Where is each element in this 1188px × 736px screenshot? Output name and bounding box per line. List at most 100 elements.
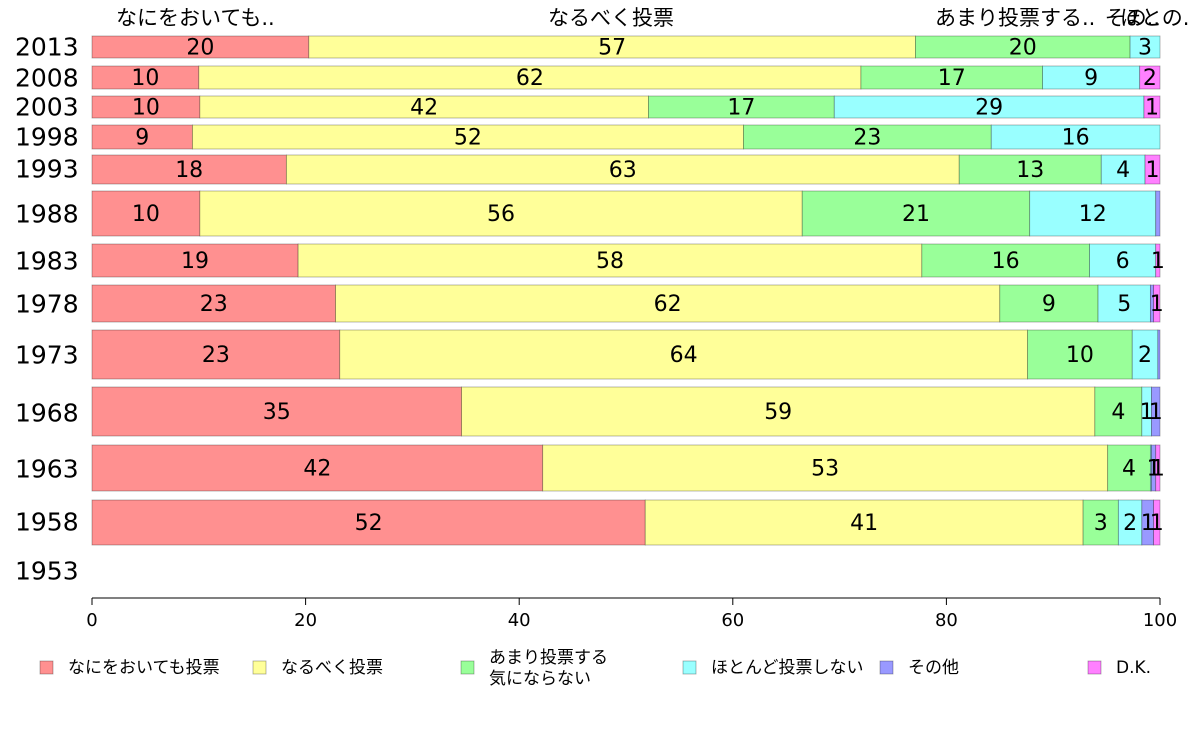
data-label-1968-series-2: 4 xyxy=(1111,400,1125,425)
legend-label-5: D.K. xyxy=(1116,658,1151,678)
data-label-1983-series-5: 1 xyxy=(1151,249,1165,274)
data-label-1978-series-3: 5 xyxy=(1117,292,1131,317)
data-label-1988-series-0: 10 xyxy=(132,202,160,227)
data-label-1993-series-2: 13 xyxy=(1016,158,1044,183)
year-label-1993: 1993 xyxy=(15,155,79,184)
bar-1998-series-3 xyxy=(990,124,1161,150)
data-label-2008-series-0: 10 xyxy=(131,66,159,91)
bar-1978-series-2 xyxy=(999,284,1099,323)
data-label-2003-series-2: 17 xyxy=(727,96,755,121)
bar-1968-series-4 xyxy=(1151,386,1161,437)
data-label-1993-series-3: 4 xyxy=(1116,158,1130,183)
bar-1983-series-2 xyxy=(921,243,1090,278)
bar-1958-series-2 xyxy=(1082,499,1119,546)
data-label-1968-series-1: 59 xyxy=(764,400,792,425)
bar-1998-series-2 xyxy=(743,124,992,150)
bar-1968-series-2 xyxy=(1094,386,1143,437)
data-label-1958-series-3: 2 xyxy=(1123,511,1137,536)
bar-1993-series-3 xyxy=(1100,154,1146,185)
legend-swatch-4 xyxy=(879,660,894,675)
data-label-1988-series-2: 21 xyxy=(902,202,930,227)
bar-1988-series-0 xyxy=(91,190,201,237)
top-label-0: なにをおいても.. xyxy=(116,6,275,30)
data-label-1983-series-3: 6 xyxy=(1116,249,1130,274)
data-label-1958-series-5: 1 xyxy=(1150,511,1164,536)
bar-1988-series-3 xyxy=(1029,190,1157,237)
data-label-1968-series-3: 1 xyxy=(1140,400,1154,425)
data-label-2013-series-1: 57 xyxy=(598,36,626,61)
data-label-1988-series-1: 56 xyxy=(487,202,515,227)
legend-swatch-5 xyxy=(1087,660,1102,675)
top-label-4: その.. xyxy=(1105,6,1160,30)
bar-1973-series-0 xyxy=(91,329,341,380)
data-label-2003-series-0: 10 xyxy=(132,96,160,121)
bar-1983-series-1 xyxy=(297,243,923,278)
data-label-1973-series-2: 10 xyxy=(1066,343,1094,368)
data-label-1978-series-0: 23 xyxy=(200,292,228,317)
data-label-1998-series-1: 52 xyxy=(454,126,482,151)
data-label-1998-series-2: 23 xyxy=(853,126,881,151)
x-tick-label-80: 80 xyxy=(935,610,958,631)
x-tick-label-100: 100 xyxy=(1143,610,1177,631)
bar-1963-series-1 xyxy=(542,444,1109,492)
data-label-1963-series-5: 1 xyxy=(1151,457,1165,482)
top-labels: なにをおいても.. なるべく投票 あまり投票する.. ほとの..その.. xyxy=(116,6,1188,30)
bar-1998-series-1 xyxy=(191,124,744,150)
data-label-1988-series-3: 12 xyxy=(1079,202,1107,227)
bar-2008-series-5 xyxy=(1139,65,1161,90)
year-label-1983: 1983 xyxy=(15,247,79,276)
bar-1988-series-4 xyxy=(1155,190,1161,237)
data-label-1993-series-5: 1 xyxy=(1146,158,1160,183)
bar-1973-series-2 xyxy=(1027,329,1133,380)
year-label-2013: 2013 xyxy=(15,33,79,62)
x-axis: 0 20 40 60 80 100 xyxy=(86,597,1177,631)
data-label-1983-series-1: 58 xyxy=(596,249,624,274)
data-label-1978-series-1: 62 xyxy=(654,292,682,317)
legend-swatch-0 xyxy=(39,660,54,675)
legend: なにをおいても投票 なるべく投票 あまり投票する気にならない ほとんど投票しない その他… xyxy=(39,648,1151,689)
year-label-1953: 1953 xyxy=(15,557,79,586)
bar-1963-series-5 xyxy=(1155,444,1161,492)
data-label-2013-series-2: 20 xyxy=(1009,36,1037,61)
data-label-1963-series-0: 42 xyxy=(303,457,331,482)
data-label-1963-series-1: 53 xyxy=(811,457,839,482)
data-label-1968-series-0: 35 xyxy=(263,400,291,425)
legend-label-2: あまり投票する気にならない xyxy=(489,648,608,689)
year-label-1973: 1973 xyxy=(15,341,79,370)
legend-swatch-2 xyxy=(460,660,475,675)
year-label-1968: 1968 xyxy=(15,399,79,428)
legend-label-4: その他 xyxy=(908,658,959,678)
data-label-1973-series-1: 64 xyxy=(670,343,698,368)
data-label-1983-series-2: 16 xyxy=(992,249,1020,274)
bar-2003-series-5 xyxy=(1143,95,1161,119)
data-label-2003-series-1: 42 xyxy=(410,96,438,121)
year-label-2008: 2008 xyxy=(15,64,79,93)
year-label-2003: 2003 xyxy=(15,93,79,122)
bar-1978-series-1 xyxy=(335,284,1001,323)
bar-1993-series-0 xyxy=(91,154,287,185)
data-label-2008-series-3: 9 xyxy=(1084,66,1098,91)
data-label-1958-series-4: 1 xyxy=(1141,511,1155,536)
bar-2013-series-3 xyxy=(1129,35,1161,59)
bar-2008-series-1 xyxy=(198,65,862,90)
data-label-2008-series-2: 17 xyxy=(938,66,966,91)
data-label-1958-series-1: 41 xyxy=(850,511,878,536)
data-label-2003-series-3: 29 xyxy=(975,96,1003,121)
bar-1998-series-0 xyxy=(91,124,193,150)
top-label-3: ほとの.. xyxy=(1120,6,1188,30)
data-label-1978-series-2: 9 xyxy=(1042,292,1056,317)
bar-1958-series-5 xyxy=(1153,499,1161,546)
data-label-1993-series-0: 18 xyxy=(175,158,203,183)
bar-1968-series-0 xyxy=(91,386,462,437)
data-label-1958-series-0: 52 xyxy=(355,511,383,536)
bar-1978-series-5 xyxy=(1153,284,1161,323)
bar-1968-series-1 xyxy=(461,386,1096,437)
data-label-1998-series-3: 16 xyxy=(1062,126,1090,151)
data-label-1963-series-2: 4 xyxy=(1122,457,1136,482)
x-tick-label-40: 40 xyxy=(508,610,531,631)
data-label-2008-series-1: 62 xyxy=(516,66,544,91)
data-label-1998-series-0: 9 xyxy=(135,126,149,151)
data-label-2013-series-3: 3 xyxy=(1138,36,1152,61)
